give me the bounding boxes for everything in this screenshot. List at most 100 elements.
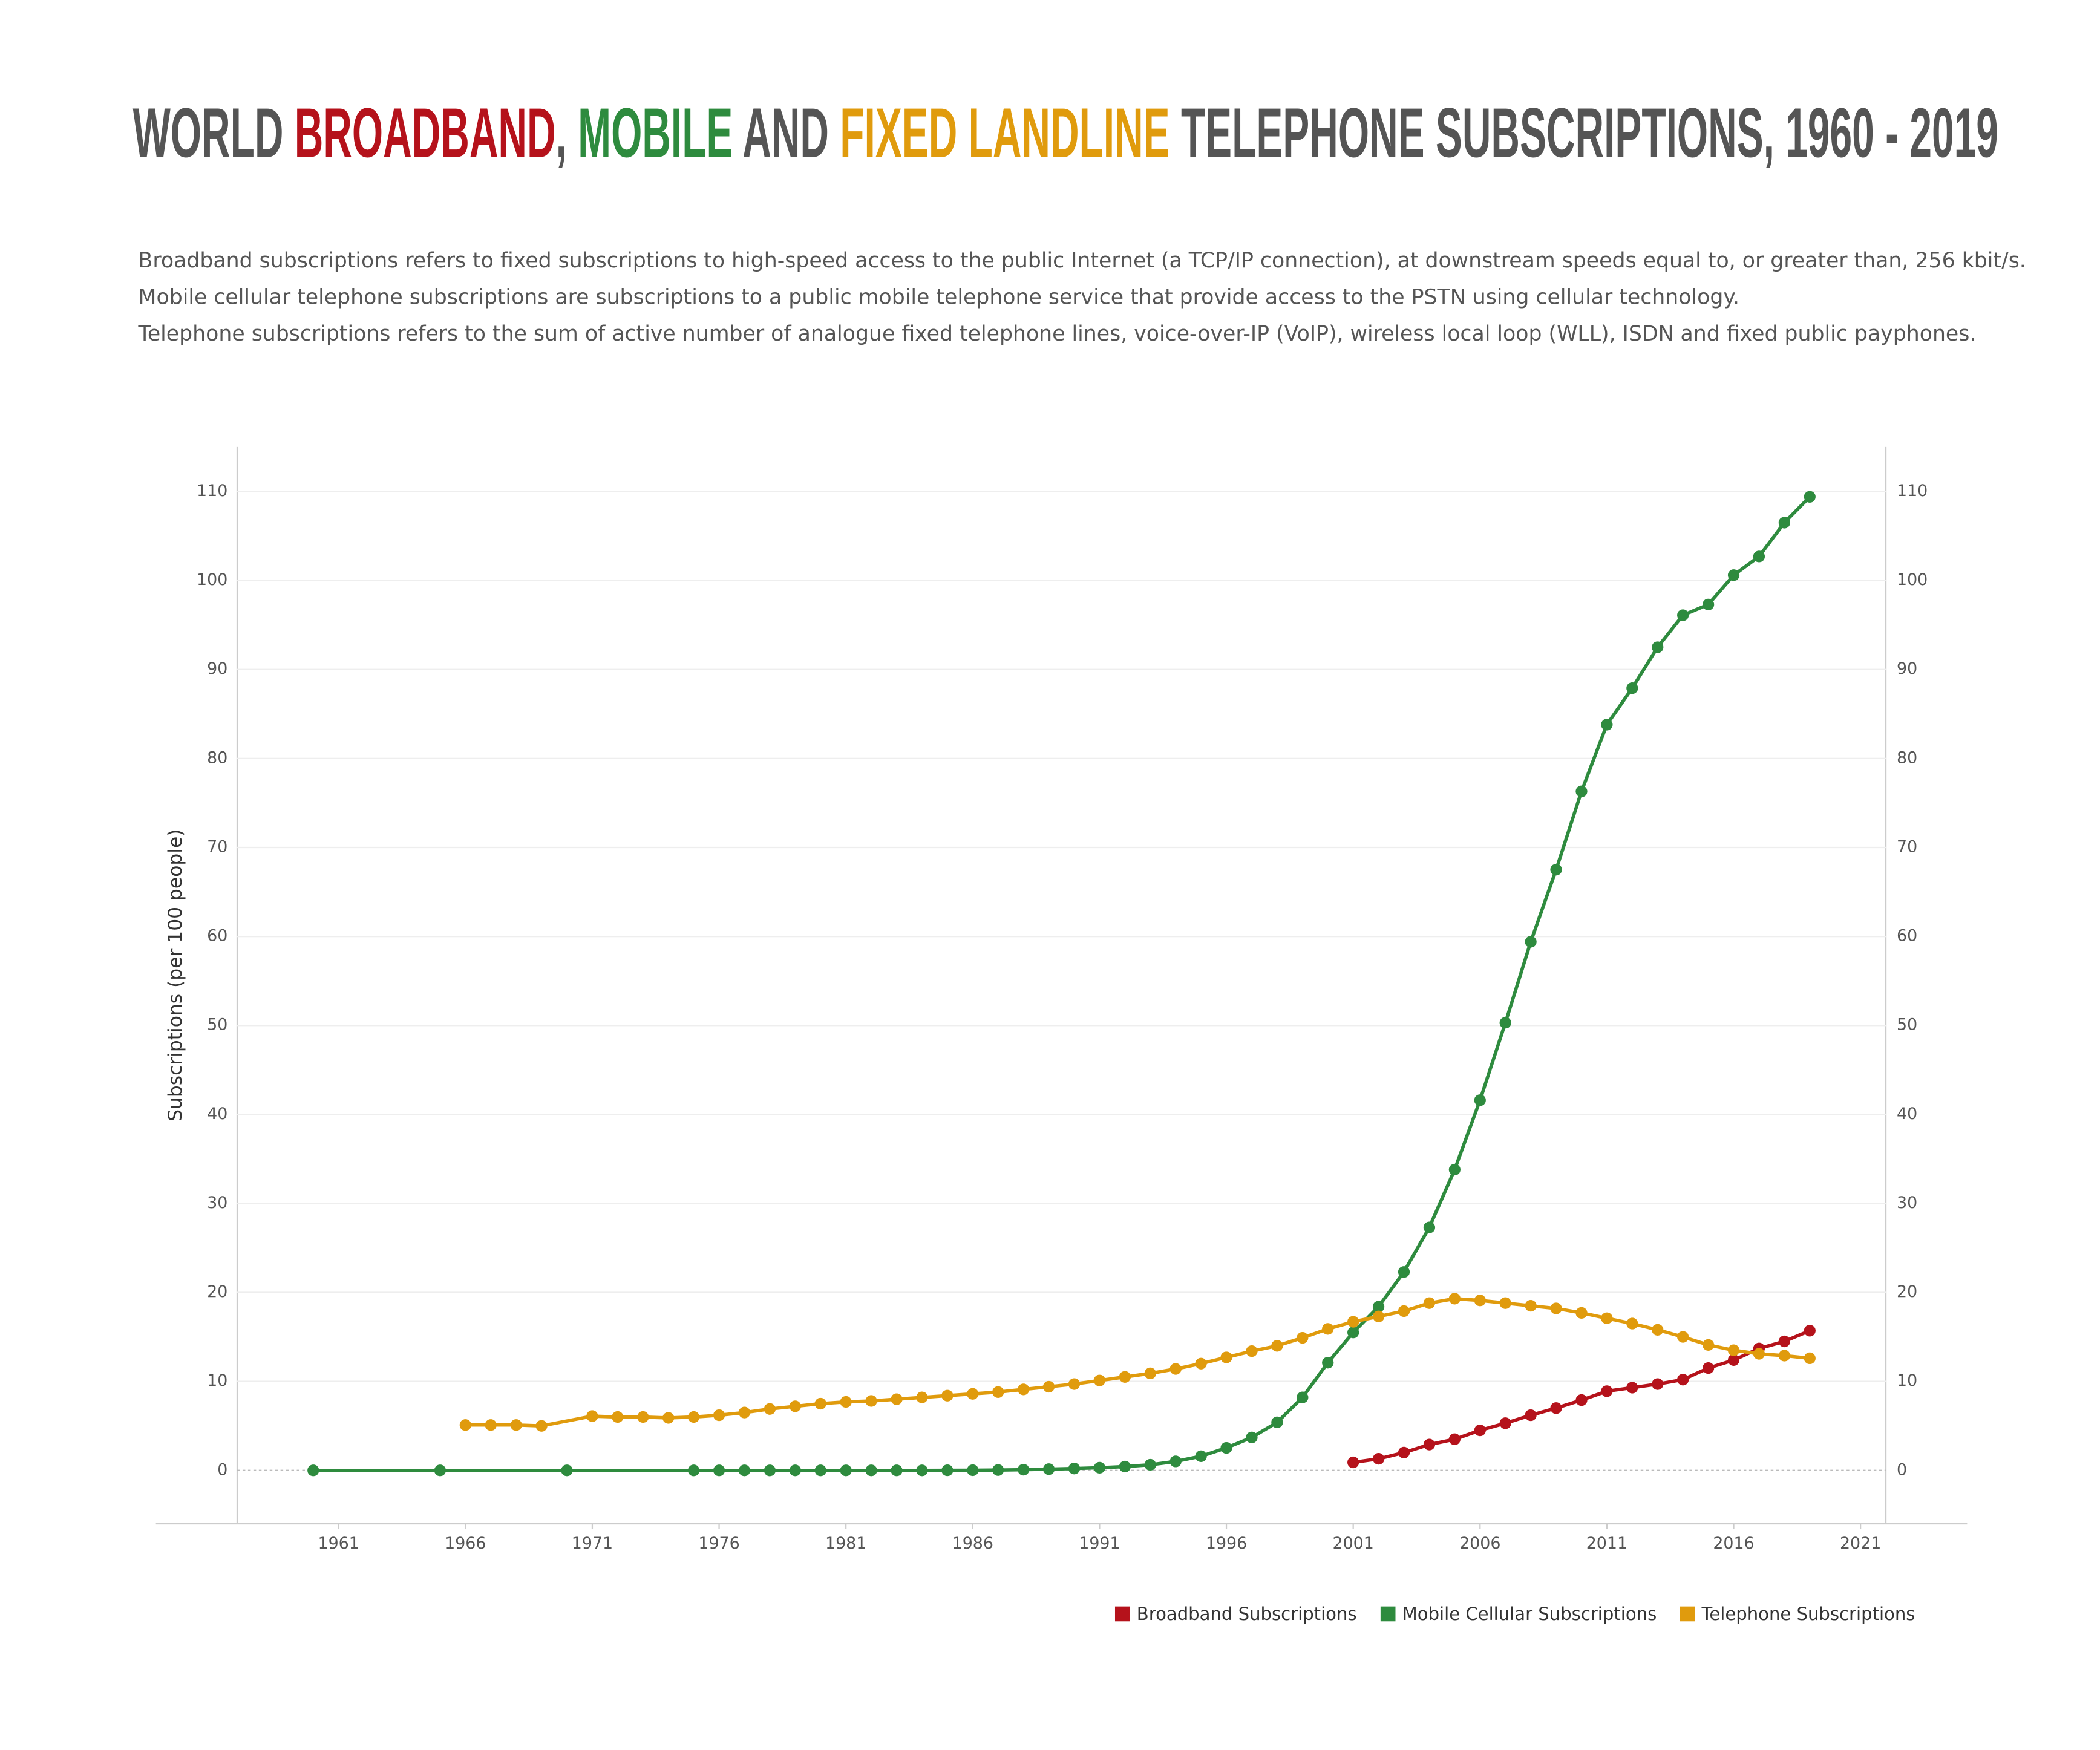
data-point [1727,1354,1740,1366]
data-point [1727,1344,1740,1356]
x-tick-label: 1961 [318,1534,359,1553]
y-tick-label: 0 [217,1460,227,1479]
data-point [1169,1363,1182,1375]
data-point [916,1391,928,1403]
data-point [1474,1094,1486,1106]
y-tick-label: 60 [207,927,227,945]
title-part: FIXED LANDLINE [840,93,1169,172]
y-tick-label-right: 20 [1897,1282,1917,1301]
data-point [1778,1335,1790,1348]
y-tick-label: 30 [207,1193,227,1212]
y-tick-label: 100 [197,570,227,589]
x-tick-label: 2021 [1840,1534,1881,1553]
legend-label: Broadband Subscriptions [1137,1604,1357,1624]
data-point [1626,1317,1638,1330]
data-point [1525,1299,1537,1312]
data-point [1271,1416,1283,1428]
data-point [1144,1367,1156,1380]
title-part: BROADBAND [295,93,556,172]
y-tick-label: 80 [207,748,227,767]
data-point [1220,1351,1232,1363]
data-point [1677,1374,1689,1386]
y-tick-label-right: 50 [1897,1016,1917,1034]
data-point [1068,1378,1081,1390]
data-point [1448,1293,1461,1305]
data-point [1550,1402,1562,1414]
data-point [713,1409,725,1422]
data-point [1727,569,1740,581]
data-point [1575,1394,1588,1406]
y-tick-label: 90 [207,659,227,678]
data-point [1398,1446,1410,1458]
data-point [1753,1348,1765,1360]
data-point [612,1411,624,1423]
data-point [1271,1340,1283,1352]
data-point [713,1464,725,1477]
data-point [916,1464,928,1477]
data-point [1297,1331,1309,1344]
data-point [1550,1302,1562,1314]
data-point [535,1420,548,1432]
data-point [1804,491,1816,503]
title-part: , [556,93,578,172]
description-line: Telephone subscriptions refers to the su… [138,322,1977,346]
y-tick-label: 70 [207,837,227,856]
y-tick-label-right: 10 [1897,1371,1917,1390]
data-point [485,1419,497,1431]
data-point [1550,864,1562,876]
data-point [814,1397,826,1410]
data-point [1347,1456,1359,1469]
data-point [1601,1312,1613,1324]
data-point [459,1419,471,1431]
data-point [1093,1374,1106,1386]
data-point [1652,641,1664,653]
data-point [1398,1266,1410,1278]
data-point [1804,1352,1816,1365]
data-point [1652,1324,1664,1336]
data-point [1652,1378,1664,1390]
data-point [1778,1350,1790,1362]
x-tick-label: 1976 [698,1534,739,1553]
y-tick-label: 110 [197,482,227,500]
data-point [1119,1460,1131,1473]
x-tick-label: 1986 [952,1534,993,1553]
x-tick-label: 1991 [1079,1534,1120,1553]
y-tick-label-right: 100 [1897,570,1928,589]
x-tick-label: 2006 [1459,1534,1500,1553]
data-point [1474,1424,1486,1437]
data-point [1499,1417,1511,1429]
title-part: AND [733,93,840,172]
data-point [789,1464,801,1477]
data-point [1220,1441,1232,1454]
data-point [1119,1371,1131,1383]
chart-title: WORLD BROADBAND, MOBILE AND FIXED LANDLI… [133,93,1998,172]
x-tick-label: 2016 [1713,1534,1754,1553]
data-point [1677,609,1689,621]
data-point [1601,1385,1613,1397]
data-point [637,1411,649,1423]
data-point [1575,785,1588,797]
data-point [789,1400,801,1412]
x-tick-label: 2011 [1586,1534,1627,1553]
data-point [1423,1297,1436,1309]
title-part: TELEPHONE SUBSCRIPTIONS, 1960 - 2019 [1170,93,1998,172]
y-tick-label-right: 80 [1897,748,1917,767]
x-tick-label: 2001 [1332,1534,1373,1553]
y-tick-label: 50 [207,1016,227,1034]
data-point [1018,1383,1030,1396]
data-point [1372,1453,1385,1465]
y-tick-label-right: 40 [1897,1105,1917,1123]
data-point [1322,1323,1334,1335]
data-point [738,1406,751,1419]
legend-label: Mobile Cellular Subscriptions [1402,1604,1657,1624]
data-point [967,1464,979,1477]
data-point [865,1464,877,1477]
data-point [1018,1463,1030,1476]
data-point [1322,1357,1334,1369]
data-point [1042,1463,1055,1475]
data-point [662,1412,675,1424]
data-point [1347,1327,1359,1339]
